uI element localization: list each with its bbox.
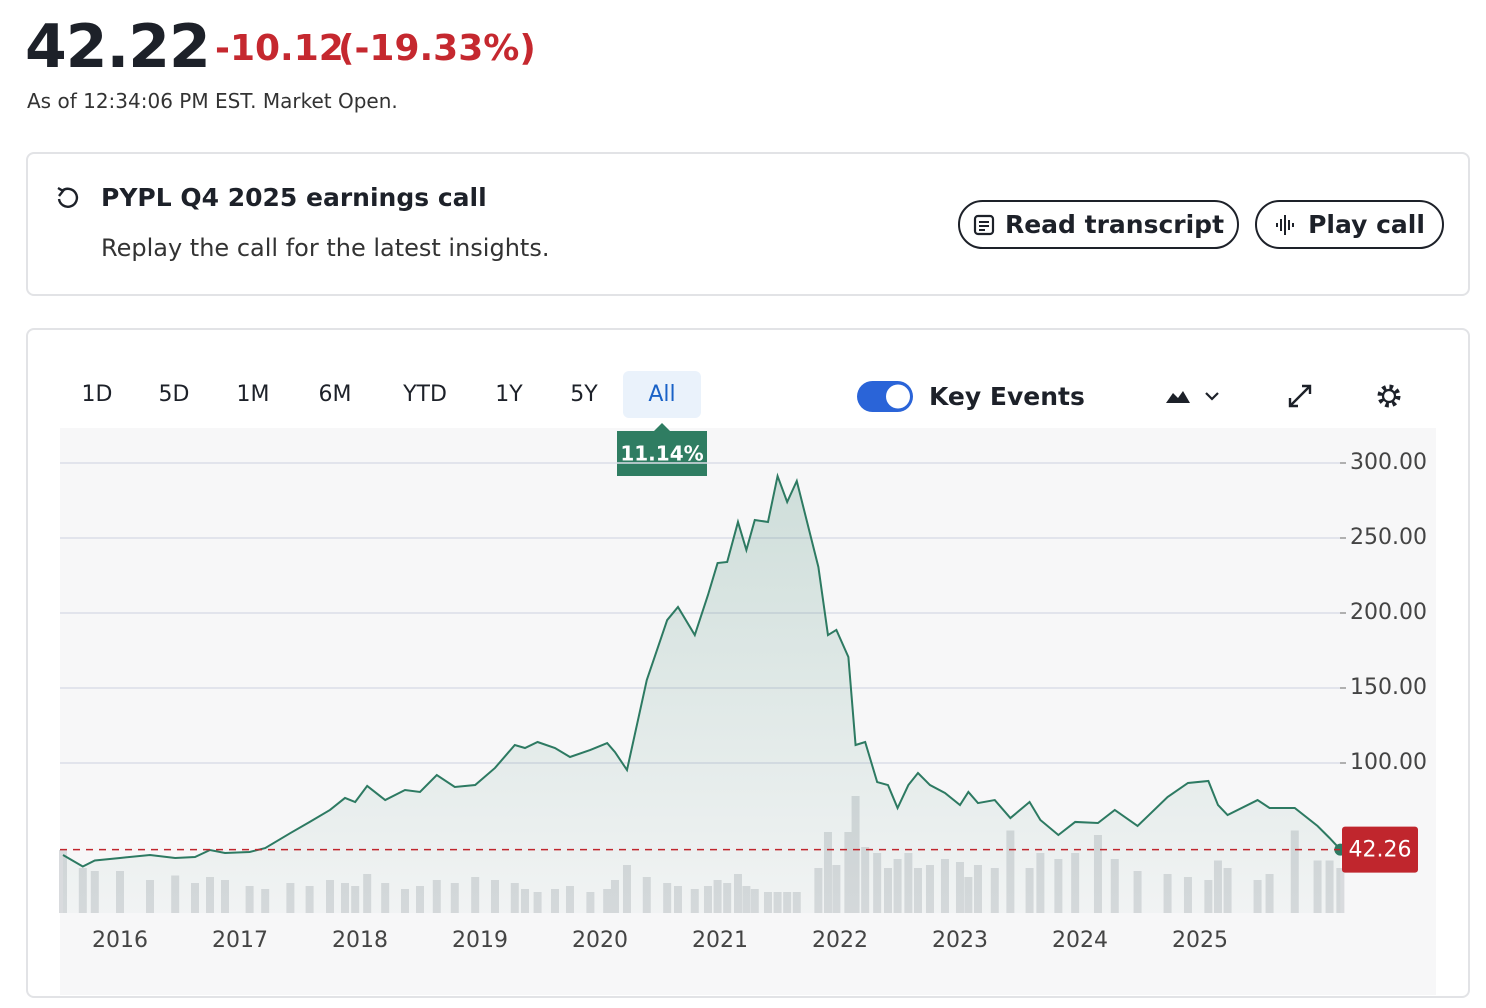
range-button[interactable]: 1Y (495, 382, 523, 407)
price-change: -10.12 (215, 28, 344, 69)
range-button[interactable]: 1D (82, 382, 113, 407)
price-area (62, 476, 1341, 913)
range-button[interactable]: YTD (402, 382, 447, 407)
chart-card (26, 328, 1470, 998)
transcript-icon (973, 214, 995, 235)
dropdown-caret[interactable] (1205, 392, 1219, 401)
earnings-subtitle: Replay the call for the latest insights. (101, 234, 550, 262)
read-transcript-button[interactable]: Read transcript (958, 200, 1239, 249)
y-tick-label: 250.00 (1350, 525, 1427, 550)
y-tick-label: 200.00 (1350, 600, 1427, 625)
earnings-title: PYPL Q4 2025 earnings call (101, 183, 487, 212)
x-tick-label: 2016 (92, 928, 148, 953)
x-tick-label: 2019 (452, 928, 508, 953)
last-price-label: 42.26 (1349, 838, 1412, 863)
toggle-knob (886, 384, 910, 409)
play-call-button[interactable]: Play call (1255, 200, 1444, 249)
toolbar-icons (1166, 384, 1401, 408)
x-tick-label: 2017 (212, 928, 268, 953)
button-label: Play call (1308, 210, 1425, 239)
earnings-card (26, 152, 1470, 296)
x-tick-label: 2018 (332, 928, 388, 953)
x-tick-label: 2023 (932, 928, 988, 953)
expand-icon[interactable] (1288, 384, 1312, 408)
key-events-label: Key Events (929, 382, 1085, 411)
range-button[interactable]: All (648, 382, 675, 407)
y-tick-label: 100.00 (1350, 750, 1427, 775)
price-line (62, 472, 1342, 868)
x-tick-label: 2022 (812, 928, 868, 953)
x-tick-label: 2025 (1172, 928, 1228, 953)
replay-icon (57, 186, 79, 208)
range-button[interactable]: 5D (159, 382, 190, 407)
chart-type-icon[interactable] (1166, 391, 1190, 403)
x-tick-label: 2021 (692, 928, 748, 953)
settings-icon-core[interactable] (1381, 388, 1397, 404)
price: 42.22 (25, 12, 211, 82)
y-tick-label: 150.00 (1350, 675, 1427, 700)
settings-icon[interactable] (1377, 384, 1401, 408)
last-price-badge (1342, 826, 1418, 873)
x-tick-label: 2024 (1052, 928, 1108, 953)
range-button[interactable]: 6M (319, 382, 352, 407)
active-range-bg (623, 371, 701, 418)
range-change: 11.14% (620, 442, 703, 466)
x-tick-label: 2020 (572, 928, 628, 953)
price-change-pct: (-19.33%) (338, 28, 536, 69)
status: As of 12:34:06 PM EST. Market Open. (27, 89, 398, 113)
range-button[interactable]: 5Y (570, 382, 598, 407)
button-label: Read transcript (1004, 210, 1225, 239)
volume-bar (58, 850, 67, 913)
range-button[interactable]: 1M (237, 382, 270, 407)
audio-icon (1276, 214, 1295, 235)
y-tick-label: 300.00 (1350, 450, 1427, 475)
